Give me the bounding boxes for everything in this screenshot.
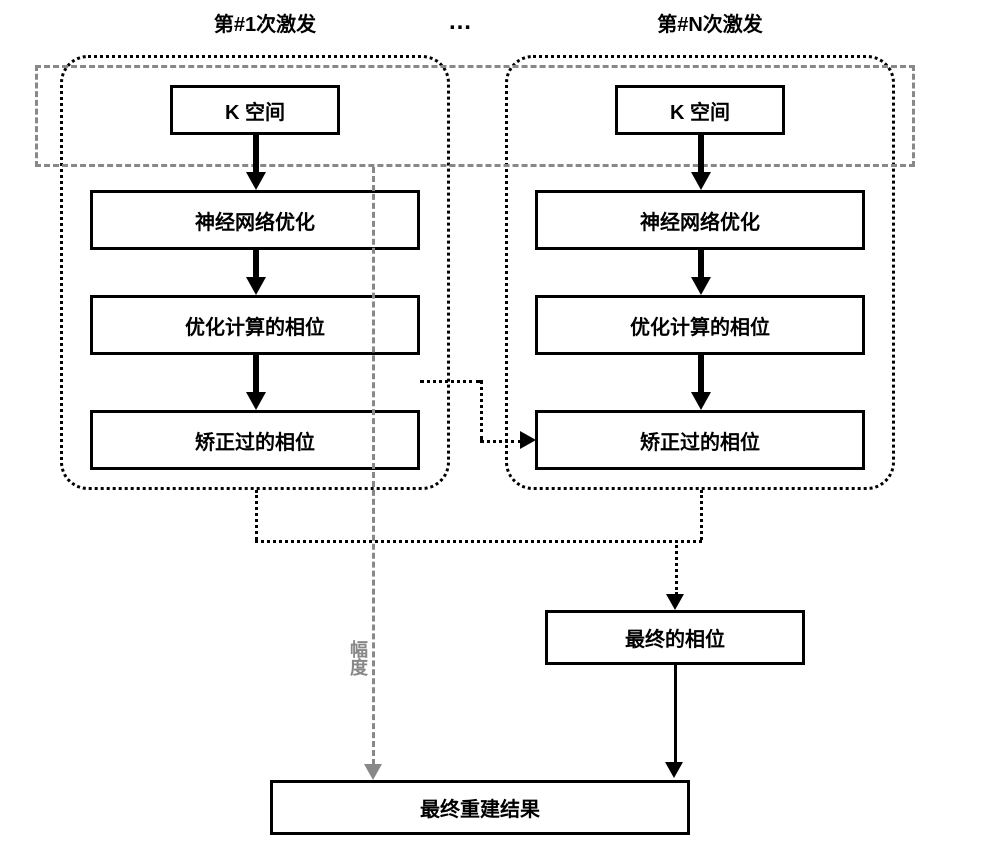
arrowhead-colN-3 xyxy=(691,392,711,410)
colN-kspace-box: K 空间 xyxy=(615,85,785,135)
colN-corr-box: 矫正过的相位 xyxy=(535,410,865,470)
dotted-join-v1 xyxy=(255,490,258,540)
col1-optphase-box: 优化计算的相位 xyxy=(90,295,420,355)
dotted-cross-h2 xyxy=(480,440,522,443)
arrowhead-col1-2 xyxy=(246,277,266,295)
arrow-colN-1 xyxy=(698,135,704,173)
arrow-colN-3 xyxy=(698,355,704,393)
amplitude-line xyxy=(372,167,375,765)
col1-title: 第#1次激发 xyxy=(165,8,365,37)
arrowhead-final xyxy=(665,762,683,778)
flowchart-canvas: 第#1次激发 … 第#N次激发 K 空间 神经网络优化 优化计算的相位 矫正过的… xyxy=(0,0,1000,853)
col1-kspace-box: K 空间 xyxy=(170,85,340,135)
arrow-col1-1 xyxy=(253,135,259,173)
col1-corr-box: 矫正过的相位 xyxy=(90,410,420,470)
dotted-cross-arrowhead xyxy=(520,431,536,449)
arrowhead-col1-3 xyxy=(246,392,266,410)
dotted-join-v1b xyxy=(700,490,703,540)
arrowhead-colN-1 xyxy=(691,172,711,190)
arrow-col1-2 xyxy=(253,250,259,278)
arrow-final xyxy=(674,665,677,763)
arrow-colN-2 xyxy=(698,250,704,278)
dotted-join-arrowhead xyxy=(666,594,684,610)
colN-nn-box: 神经网络优化 xyxy=(535,190,865,250)
final-result-box: 最终重建结果 xyxy=(270,780,690,835)
dotted-cross-v xyxy=(480,380,483,440)
final-phase-box: 最终的相位 xyxy=(545,610,805,665)
ellipsis: … xyxy=(440,8,480,36)
dotted-cross-h1 xyxy=(420,380,480,383)
dotted-join-v2 xyxy=(675,540,678,595)
arrowhead-colN-2 xyxy=(691,277,711,295)
dotted-join-h xyxy=(255,540,702,543)
colN-title: 第#N次激发 xyxy=(610,8,810,37)
colN-optphase-box: 优化计算的相位 xyxy=(535,295,865,355)
col1-nn-box: 神经网络优化 xyxy=(90,190,420,250)
amplitude-arrowhead xyxy=(364,764,382,780)
arrow-col1-3 xyxy=(253,355,259,393)
amplitude-label: 幅度 xyxy=(345,640,371,676)
arrowhead-col1-1 xyxy=(246,172,266,190)
